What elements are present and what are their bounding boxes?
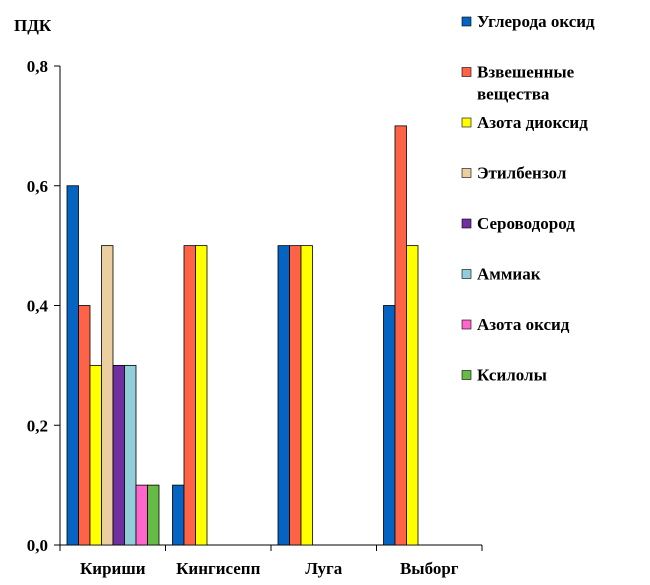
legend-label: Сероводород bbox=[477, 214, 575, 233]
y-tick-label: 0,6 bbox=[27, 177, 48, 196]
bar bbox=[195, 245, 208, 546]
bar bbox=[89, 364, 102, 546]
bar bbox=[101, 245, 114, 546]
bar bbox=[66, 185, 79, 546]
legend-label: Взвешенные вещества bbox=[477, 63, 575, 104]
legend-label: Азота диоксид bbox=[477, 113, 588, 132]
x-axis-ticks: Кириши Кингисепп Луга Выборг bbox=[59, 545, 483, 578]
legend-label: Этилбензол bbox=[477, 164, 567, 183]
legend-label: Аммиак bbox=[477, 265, 541, 284]
legend-label: Азота оксид bbox=[477, 315, 570, 334]
bar bbox=[277, 245, 290, 546]
legend-swatch bbox=[461, 269, 472, 279]
legend-swatch bbox=[461, 16, 472, 27]
bar bbox=[289, 245, 302, 546]
bars bbox=[66, 125, 419, 546]
bar bbox=[147, 484, 160, 546]
bar bbox=[124, 364, 137, 546]
legend-swatch bbox=[461, 117, 472, 128]
y-tick-label: 0,2 bbox=[27, 416, 48, 435]
bar bbox=[183, 245, 196, 546]
y-tick-label: 0,0 bbox=[27, 536, 48, 555]
y-axis-ticks: 0,0 0,2 0,4 0,6 0,8 bbox=[27, 57, 60, 555]
y-axis-label: ПДК bbox=[14, 16, 52, 35]
bar bbox=[172, 484, 185, 546]
legend-label: Углерода оксид bbox=[477, 12, 595, 31]
bar bbox=[406, 245, 419, 546]
x-tick-label: Выборг bbox=[400, 559, 459, 578]
legend: Углерода оксид Взвешенные вещества Азота ди… bbox=[461, 12, 595, 385]
x-tick-label: Кингисепп bbox=[176, 559, 261, 578]
plot-area: 0,0 0,2 0,4 0,6 0,8 Кириши Кингисепп Луга Выбор… bbox=[27, 57, 483, 578]
bar bbox=[112, 364, 125, 546]
bar bbox=[300, 245, 313, 546]
y-tick-label: 0,4 bbox=[27, 297, 49, 316]
bar bbox=[394, 125, 407, 546]
legend-label: Ксилолы bbox=[477, 366, 547, 385]
bar bbox=[383, 305, 396, 546]
y-tick-label: 0,8 bbox=[27, 57, 48, 76]
x-tick-label: Кириши bbox=[80, 559, 146, 578]
legend-swatch bbox=[461, 218, 472, 229]
legend-swatch bbox=[461, 319, 472, 330]
legend-swatch bbox=[461, 370, 472, 380]
x-tick-label: Луга bbox=[305, 559, 342, 578]
legend-swatch bbox=[461, 168, 472, 178]
bar bbox=[135, 484, 148, 546]
bar bbox=[78, 305, 91, 546]
legend-swatch bbox=[461, 67, 472, 77]
